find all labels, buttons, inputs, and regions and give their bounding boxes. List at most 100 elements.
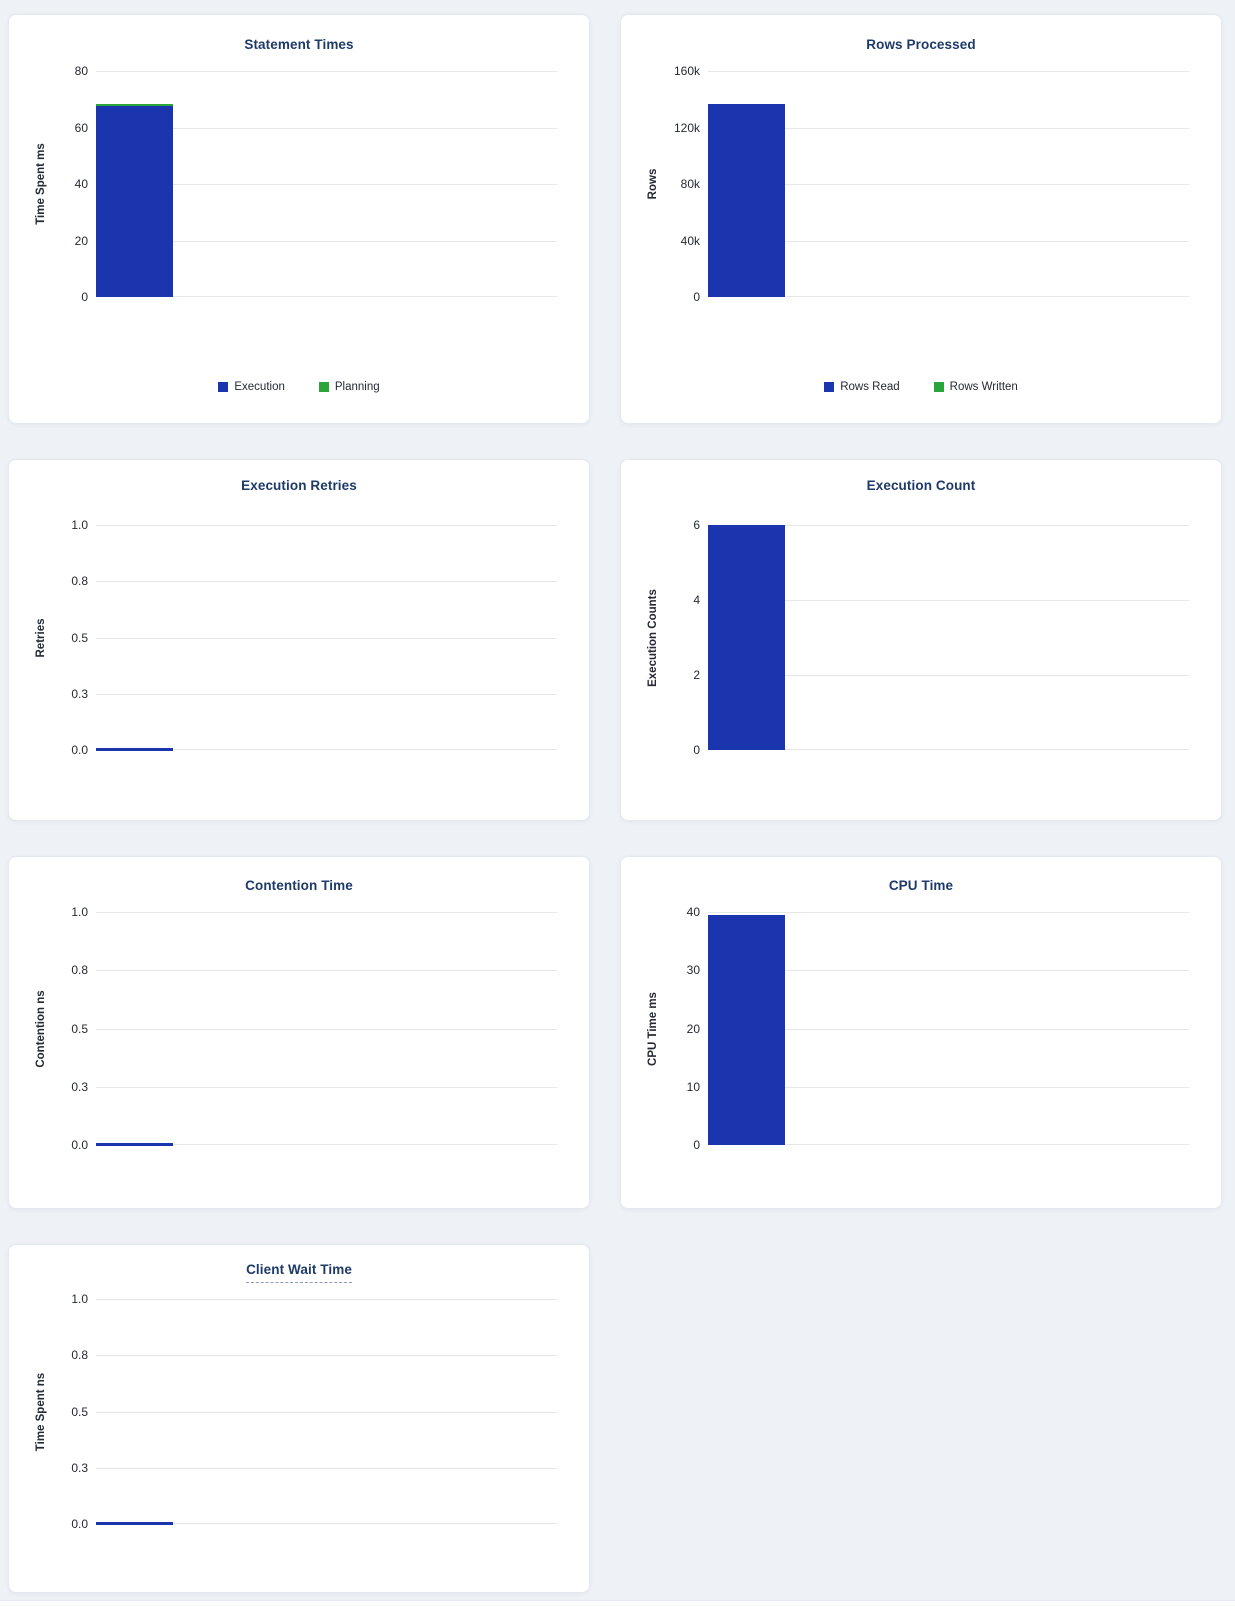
- y-tick-label: 40k: [680, 233, 700, 248]
- gridline: [708, 184, 1189, 185]
- y-tick-label: 0.8: [71, 574, 88, 589]
- chart-title-text: Statement Times: [244, 37, 354, 52]
- gridline: [96, 71, 557, 72]
- gridline: [708, 600, 1189, 601]
- gridline: [708, 1086, 1189, 1088]
- chart-card-contention-time: Contention Time Contention ns 0.0 0.3 0.5 0.8…: [8, 856, 590, 1209]
- chart-title: CPU Time: [621, 878, 1221, 894]
- bar-contention[interactable]: [96, 1143, 173, 1146]
- gridline: [96, 637, 557, 639]
- plot-area: [708, 71, 1189, 297]
- chart-title: Execution Retries: [9, 478, 589, 494]
- chart-card-execution-count: Execution Count Execution Counts 0 2 4 6: [620, 459, 1222, 821]
- bar-execution-count[interactable]: [708, 525, 785, 750]
- gridline: [96, 1299, 557, 1300]
- y-tick-label: 6: [693, 518, 700, 532]
- gridline: [708, 912, 1189, 913]
- bar-execution[interactable]: [96, 106, 173, 297]
- legend: Execution Planning: [9, 381, 589, 393]
- y-tick-label: 0.5: [71, 1404, 88, 1419]
- chart-title-text: Contention Time: [245, 878, 353, 893]
- charts-grid: Statement Times Time Spent ms 0 20 40 60 80 Exe…: [8, 14, 1222, 1593]
- gridline: [96, 1467, 557, 1469]
- gridline: [96, 581, 557, 583]
- gridline: [96, 1355, 557, 1357]
- legend-item-rows-written: Rows Written: [933, 381, 1018, 393]
- legend-swatch-green-icon: [933, 382, 944, 392]
- gridline: [96, 525, 557, 526]
- gridline: [708, 296, 1189, 297]
- gridline: [708, 1144, 1189, 1145]
- gridline: [96, 296, 557, 297]
- chart-title: Rows Processed: [621, 37, 1221, 53]
- chart-title[interactable]: Client Wait Time: [9, 1262, 589, 1283]
- gridline: [708, 970, 1189, 972]
- next-section-edge: [0, 1600, 1235, 1607]
- y-tick-label: 1.0: [71, 905, 88, 919]
- y-tick-label: 60: [74, 120, 88, 135]
- plot-area: [96, 525, 557, 751]
- gridline: [96, 749, 557, 750]
- legend-item-execution: Execution: [218, 381, 285, 393]
- plot-area: [708, 912, 1189, 1145]
- y-tick-label: 0: [81, 290, 88, 304]
- gridline: [708, 525, 1189, 526]
- y-tick-label: 0.8: [71, 1348, 88, 1363]
- y-tick-label: 160k: [673, 64, 700, 78]
- bar-rows-read[interactable]: [708, 103, 785, 297]
- y-tick-label: 20: [686, 1021, 700, 1036]
- chart-card-statement-times: Statement Times Time Spent ms 0 20 40 60 80 Exe…: [8, 14, 590, 424]
- legend-label: Rows Written: [949, 381, 1018, 393]
- y-tick-label: 30: [686, 963, 700, 978]
- y-tick-label: 0.5: [71, 630, 88, 645]
- bar-planning[interactable]: [96, 103, 173, 107]
- chart-card-cpu-time: CPU Time CPU Time ms 0 10 20 30 40: [620, 856, 1222, 1209]
- gridline: [96, 127, 557, 129]
- y-tick-label: 0.3: [71, 1079, 88, 1094]
- gridline: [96, 1411, 557, 1413]
- legend-label: Execution: [234, 381, 285, 393]
- gridline: [708, 1028, 1189, 1030]
- y-tick-label: 10: [686, 1079, 700, 1094]
- y-tick-label: 0.0: [71, 1517, 88, 1531]
- gridline: [708, 71, 1189, 72]
- bar-cpu-time[interactable]: [708, 914, 785, 1145]
- y-tick-label: 1.0: [71, 518, 88, 532]
- bar-retries[interactable]: [96, 748, 173, 751]
- y-tick-label: 0.3: [71, 686, 88, 701]
- gridline: [96, 693, 557, 695]
- chart-title-text: Execution Count: [866, 478, 976, 493]
- gridline: [96, 184, 557, 185]
- chart-title-text[interactable]: Client Wait Time: [246, 1262, 352, 1283]
- chart-title: Statement Times: [9, 37, 589, 53]
- legend-label: Planning: [334, 381, 380, 393]
- gridline: [96, 1144, 557, 1145]
- chart-card-execution-retries: Execution Retries Retries 0.0 0.3 0.5 0.8 1.0: [8, 459, 590, 821]
- gridline: [96, 240, 557, 242]
- y-tick-label: 2: [693, 668, 700, 682]
- y-tick-label: 40: [686, 905, 700, 919]
- y-tick-label: 0.0: [71, 743, 88, 757]
- bar-client-wait[interactable]: [96, 1522, 173, 1525]
- y-tick-label: 20: [74, 233, 88, 248]
- gridline: [96, 1086, 557, 1088]
- y-tick-label: 0.8: [71, 963, 88, 978]
- y-tick-label: 120k: [673, 120, 700, 135]
- y-tick-label: 40: [74, 177, 88, 191]
- gridline: [96, 912, 557, 913]
- legend-item-planning: Planning: [318, 381, 380, 393]
- chart-title: Execution Count: [621, 478, 1221, 494]
- gridline: [96, 1028, 557, 1030]
- plot-area: [96, 1299, 557, 1525]
- plot-area: [96, 912, 557, 1146]
- y-tick-label: 0: [693, 743, 700, 757]
- legend: Rows Read Rows Written: [621, 381, 1221, 393]
- y-tick-label: 80k: [680, 177, 700, 191]
- gridline: [708, 675, 1189, 676]
- gridline: [96, 970, 557, 972]
- gridline: [708, 240, 1189, 242]
- y-tick-label: 80: [74, 64, 88, 78]
- y-tick-label: 0.3: [71, 1460, 88, 1475]
- legend-swatch-blue-icon: [218, 382, 229, 392]
